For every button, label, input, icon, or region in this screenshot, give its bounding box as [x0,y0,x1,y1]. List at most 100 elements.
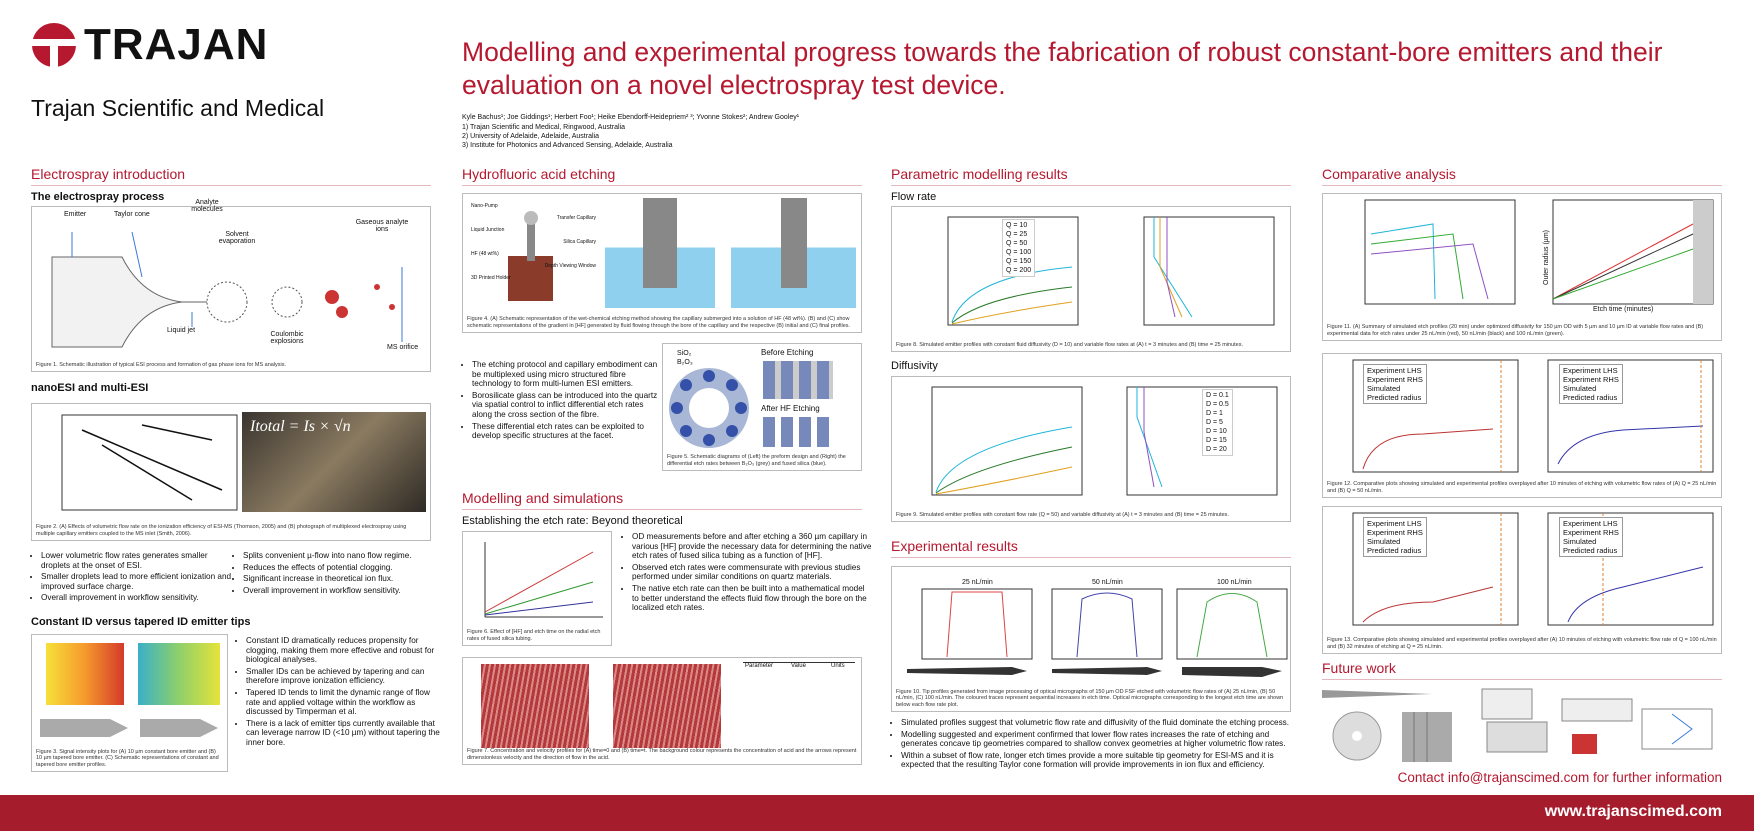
bullet-list: Splits convenient µ-flow into nano flow … [233,551,441,597]
subheading: Establishing the etch rate: Beyond theor… [462,515,683,527]
figure-drawing [61,414,238,511]
authors: Kyle Bachus¹; Joe Giddings¹; Herbert Foo… [462,114,800,121]
figure: SiO₂ B₂O₃ Before Etching After HF Etchin… [662,343,862,471]
table-header: Units [831,663,845,669]
legend-entry: Experiment RHS [1563,528,1619,537]
panel-title: 100 nL/min [1217,579,1252,586]
bullet: Lower volumetric flow rates generates sm… [41,551,236,570]
contact: Contact info@trajanscimed.com for furthe… [1397,770,1722,785]
bullet: Modelling suggested and experiment confi… [901,730,1301,749]
legend-entry: Q = 10 [1006,222,1028,229]
subheading: Flow rate [891,191,937,203]
legend-entry: Q = 150 [1006,258,1032,265]
figure-label: HF (48 wt%) [471,251,499,257]
legend-entry: Predicted radius [1367,393,1422,402]
legend-entry: D = 10 [1206,428,1227,435]
figure-label: 3D Printed Holder [471,275,511,281]
parameter-table: Parameter Value Units [743,662,855,749]
figure-labels: Nano-Pump Transfer Capillary Liquid Junc… [471,200,596,284]
figure-caption: Figure 11. (A) Summary of simulated etch… [1327,324,1704,337]
legend-entry: Experiment LHS [1563,366,1618,375]
figure: Etch time (minutes) Outer radius (µm) Fi… [1322,193,1722,341]
bullet: Observed etch rates were commensurate wi… [632,563,872,582]
figure-drawing [51,231,403,348]
section-heading: Electrospray introduction [31,166,431,186]
heatmap [138,643,220,705]
figure-caption: Figure 6. Effect of [HF] and etch time o… [467,629,601,642]
section-heading: Modelling and simulations [462,490,862,510]
figure-caption: Figure 1. Schematic illustration of typi… [36,361,287,368]
figure-label: Gaseous analyte ions [355,219,409,233]
figure: Q = 10 Q = 25 Q = 50 Q = 100 Q = 150 Q = 200 … [891,206,1291,352]
capillary [643,198,677,288]
legend-entry: Experiment LHS [1367,519,1422,528]
figure-drawing [931,386,1278,496]
bullet-list: Constant ID dramatically reduces propens… [236,636,441,750]
figure-label: Before Etching [761,348,814,357]
figure-drawing [1364,199,1714,305]
table-header: Parameter [745,663,774,669]
figure-drawing [1352,359,1714,473]
figure-label: Analyte molecules [191,199,223,213]
legend-entry: Simulated [1563,537,1597,546]
bullet: Within a subset of flow rate, longer etc… [901,751,1301,770]
section-heading: Comparative analysis [1322,166,1722,186]
bullet: Tapered ID tends to limit the dynamic ra… [246,688,441,717]
figure: Experiment LHS Experiment RHS Simulated Pre… [1322,353,1722,498]
figure-caption: Figure 9. Simulated emitter profiles wit… [896,511,1229,518]
figure-caption: Figure 12. Comparative plots showing sim… [1327,481,1717,494]
section-heading: Future work [1322,660,1722,680]
legend-entry: Experiment LHS [1563,519,1618,528]
poster-title: Modelling and experimental progress towa… [462,37,1663,100]
footer-band: www.trajanscimed.com [0,795,1754,831]
legend-entry: Experiment RHS [1367,375,1423,384]
capillary [781,198,807,288]
figure-label: Taylor cone [114,211,150,218]
legend-entry: Q = 25 [1006,231,1028,238]
bullet: OD measurements before and after etching… [632,532,872,561]
figure-label: Emitter [64,211,87,218]
figure: Itotal = Is × √n Figure 2. (A) Effects o… [31,403,431,541]
legend-label: SiO₂ [677,350,692,357]
legend: Experiment LHS Experiment RHS Simulated Pre… [1363,517,1427,557]
figure-label: After HF Etching [761,404,820,413]
figure-drawing [508,211,553,301]
affiliation: 2) University of Adelaide, Adelaide, Aus… [462,133,599,140]
figure-drawing [40,719,218,737]
bullet: Simulated profiles suggest that volumetr… [901,718,1301,728]
bullet: The native etch rate can then be built i… [632,584,872,613]
subheading: Constant ID versus tapered ID emitter ti… [31,616,251,628]
legend: Experiment LHS Experiment RHS Simulated Pre… [1363,364,1427,404]
heatmap [46,643,124,705]
bullet: Borosilicate glass can be introduced int… [472,391,662,420]
figure-label: Nano-Pump [471,203,498,209]
panel-title: 50 nL/min [1092,579,1123,586]
legend-entry: Q = 50 [1006,240,1028,247]
affiliation: 3) Institute for Photonics and Advanced … [462,142,673,149]
legend-label: B₂O₃ [677,359,693,366]
figure-caption: Figure 5. Schematic diagrams of (Left) t… [667,454,846,467]
figure-caption: Figure 7. Concentration and velocity pro… [467,748,857,761]
bullet: Overall improvement in workflow sensitiv… [41,593,236,603]
axis-label: Outer radius (µm) [1543,230,1550,285]
footer-url: www.trajanscimed.com [1544,803,1722,820]
legend-entry: Q = 100 [1006,249,1032,256]
figure-label: Liquid Junction [471,227,505,233]
photo [242,412,426,512]
figure-drawing [907,588,1288,677]
figure-drawing [1352,512,1714,626]
legend-entry: Experiment RHS [1367,528,1423,537]
figure-caption: Figure 8. Simulated emitter profiles wit… [896,341,1244,348]
figure: Figure 3. Signal intensity plots for (A)… [31,634,228,772]
figure: Emitter Taylor cone Analyte molecules So… [31,199,431,372]
legend: Experiment LHS Experiment RHS Simulated Pre… [1559,364,1623,404]
bullet: Significant increase in theoretical ion … [243,574,441,584]
subheading: nanoESI and multi-ESI [31,382,149,394]
figure-drawing [484,542,603,618]
bullet: Smaller IDs can be achieved by tapering … [246,667,441,686]
schematic [763,417,833,447]
legend-entry: Simulated [1367,537,1401,546]
bullet: There is a lack of emitter tips currentl… [246,719,441,748]
axis-label: Etch time (minutes) [1593,306,1654,313]
